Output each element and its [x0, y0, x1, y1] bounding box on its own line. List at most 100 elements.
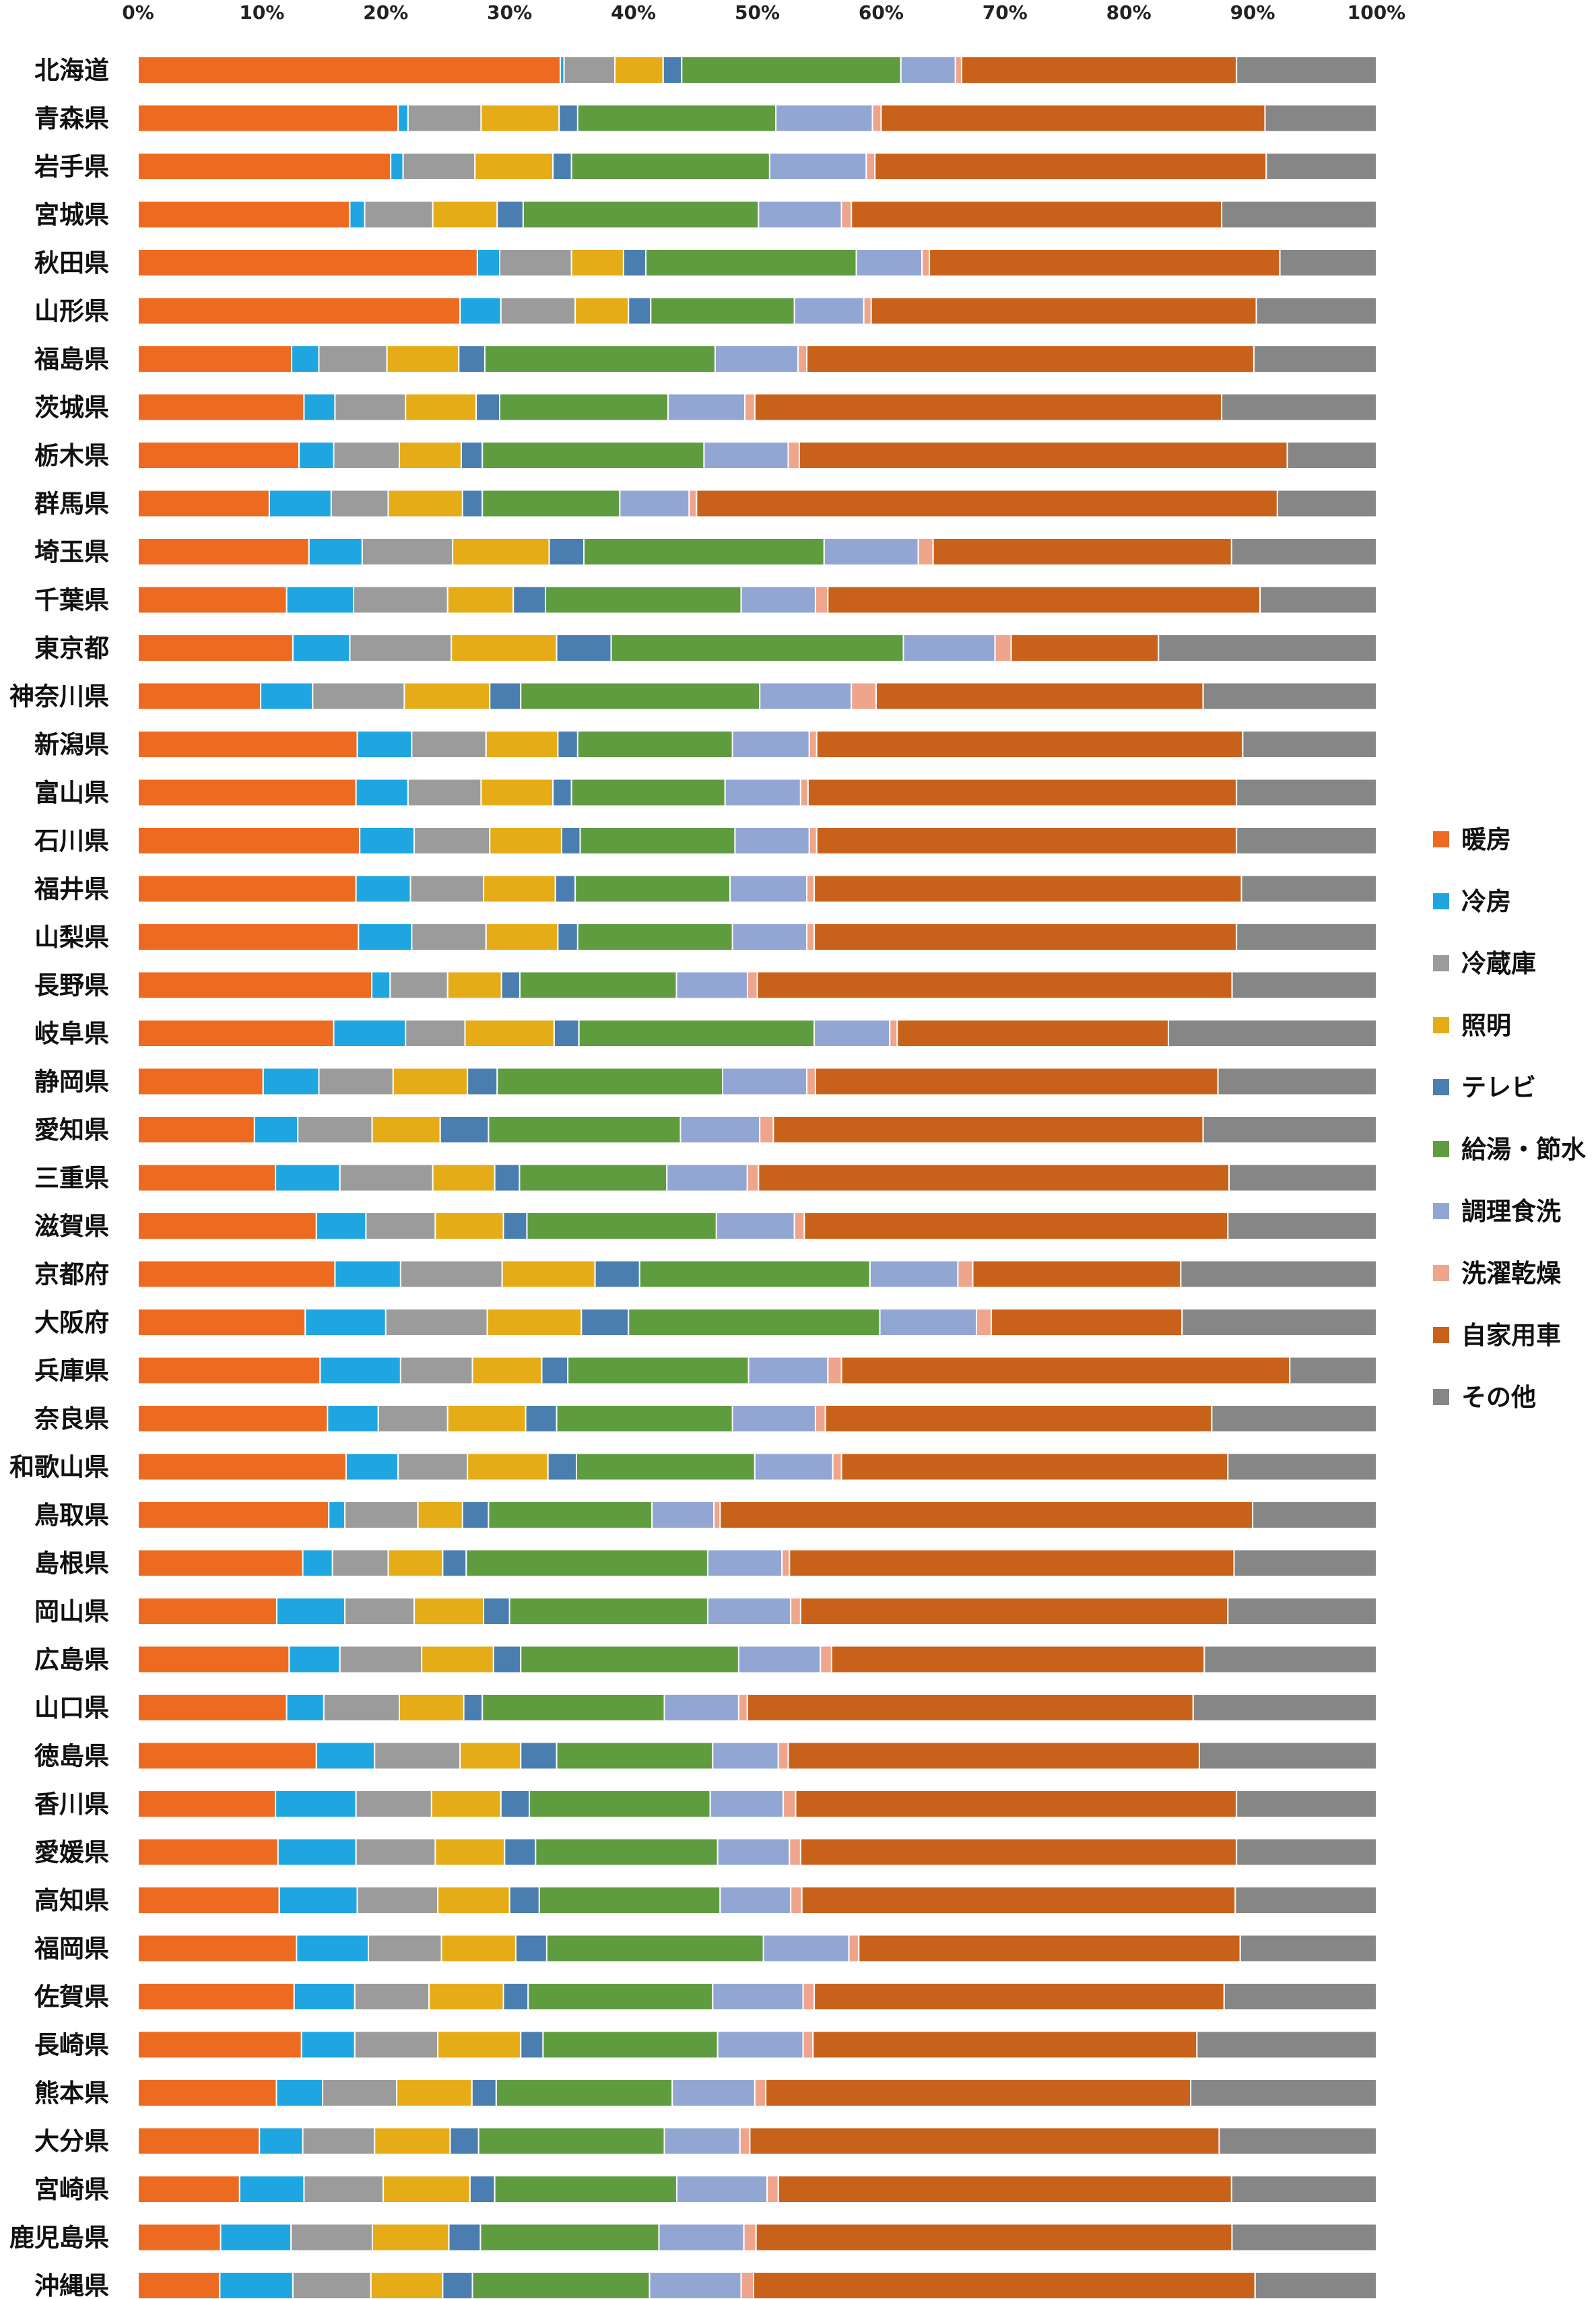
bar-segment — [137, 730, 358, 758]
bar-segment — [275, 1790, 357, 1818]
bar-row — [137, 1452, 1377, 1481]
bar-row — [137, 923, 1377, 951]
legend-label: 冷房 — [1461, 887, 1511, 916]
bar-segment — [291, 345, 320, 373]
bar-row — [137, 441, 1378, 469]
bar-segment — [772, 1115, 1204, 1144]
bar-segment — [803, 1212, 1229, 1240]
bar-segment — [766, 2175, 779, 2203]
bar-segment — [740, 585, 816, 614]
bar-segment — [594, 1260, 640, 1289]
bar-segment — [734, 827, 810, 855]
bar-segment — [520, 682, 761, 711]
bar-segment — [439, 1115, 490, 1144]
bar-segment — [759, 682, 853, 711]
bar-segment — [477, 2127, 665, 2156]
bar-segment — [743, 2223, 757, 2252]
legend-swatch — [1433, 1327, 1449, 1343]
bar-segment — [827, 585, 1261, 614]
bar-segment — [385, 1308, 488, 1336]
bar-segment — [752, 2271, 1256, 2299]
bar-segment — [994, 634, 1012, 662]
category-label: 兵庫県 — [34, 1357, 109, 1386]
bar-segment — [485, 730, 559, 758]
bar-segment — [1234, 1886, 1377, 1914]
bar-segment — [459, 296, 502, 325]
bar-segment — [137, 1404, 329, 1433]
bar-segment — [1253, 345, 1377, 373]
bar-segment — [541, 1356, 569, 1385]
bar-segment — [330, 489, 389, 518]
bar-segment — [1203, 1645, 1378, 1674]
bar-row — [137, 1163, 1378, 1192]
category-label: 群馬県 — [34, 490, 109, 519]
legend-item: 冷房 — [1433, 887, 1511, 916]
bar-segment — [302, 2127, 376, 2156]
bar-segment — [137, 249, 478, 277]
bar-segment — [813, 1982, 1225, 2011]
bar-segment — [354, 1982, 430, 2011]
bar-segment — [567, 1356, 750, 1385]
bar-segment — [399, 1693, 465, 1722]
bar-row — [137, 296, 1377, 325]
bar-segment — [576, 730, 733, 758]
bar-segment — [331, 1549, 389, 1578]
bar-segment — [814, 1404, 826, 1433]
bar-segment — [502, 1212, 528, 1240]
category-label: 沖縄県 — [34, 2271, 109, 2299]
bar-segment — [390, 152, 404, 181]
legend-item: 暖房 — [1433, 825, 1511, 854]
bar-row — [137, 1260, 1377, 1289]
bar-segment — [722, 1067, 808, 1096]
bar-segment — [352, 585, 448, 614]
bar-segment — [830, 1645, 1205, 1674]
bar-segment — [649, 2271, 742, 2299]
bar-segment — [729, 874, 808, 903]
bar-segment — [137, 971, 373, 1000]
bar-segment — [807, 778, 1238, 807]
bar-segment — [1259, 585, 1378, 614]
bar-segment — [292, 2271, 372, 2299]
bar-segment — [570, 778, 726, 807]
bar-segment — [706, 1549, 783, 1578]
bar-segment — [298, 441, 335, 469]
bar-segment — [754, 1452, 834, 1481]
bar-segment — [688, 489, 698, 518]
legend-swatch — [1433, 893, 1449, 909]
bar-segment — [519, 971, 677, 1000]
bar-segment — [1236, 1790, 1377, 1818]
bar-segment — [777, 1741, 789, 1770]
bar-segment — [824, 1404, 1213, 1433]
category-label: 三重県 — [34, 1164, 109, 1193]
bar-segment — [500, 296, 576, 325]
bar-segment — [322, 2079, 398, 2107]
bar-segment — [469, 2175, 496, 2203]
bar-row — [137, 200, 1377, 229]
bar-segment — [402, 152, 476, 181]
legend-item: その他 — [1433, 1383, 1536, 1412]
category-label: 京都府 — [34, 1260, 109, 1289]
legend-item: 調理食洗 — [1433, 1197, 1561, 1226]
bar-segment — [799, 1597, 1229, 1625]
bar-segment — [1168, 1019, 1377, 1047]
bar-segment — [137, 2079, 277, 2107]
bar-row — [137, 1693, 1377, 1722]
bar-segment — [475, 393, 500, 422]
bar-segment — [576, 104, 777, 133]
bar-segment — [389, 971, 448, 1000]
bar-segment — [137, 1982, 295, 2011]
bar-segment — [495, 2079, 673, 2107]
bar-segment — [675, 2175, 768, 2203]
bar-segment — [1230, 538, 1378, 566]
bar-segment — [739, 2127, 751, 2156]
bar-segment — [432, 1163, 496, 1192]
bar-segment — [333, 441, 401, 469]
bar-segment — [869, 1260, 959, 1289]
bar-segment — [365, 1212, 436, 1240]
bar-row — [137, 249, 1377, 277]
bar-segment — [762, 1934, 850, 1963]
bar-segment — [355, 1790, 432, 1818]
category-labels: 北海道青森県岩手県宮城県秋田県山形県福島県茨城県栃木県群馬県埼玉県千葉県東京都神… — [9, 56, 109, 2299]
bar-segment — [747, 1356, 829, 1385]
bar-segment — [496, 200, 524, 229]
